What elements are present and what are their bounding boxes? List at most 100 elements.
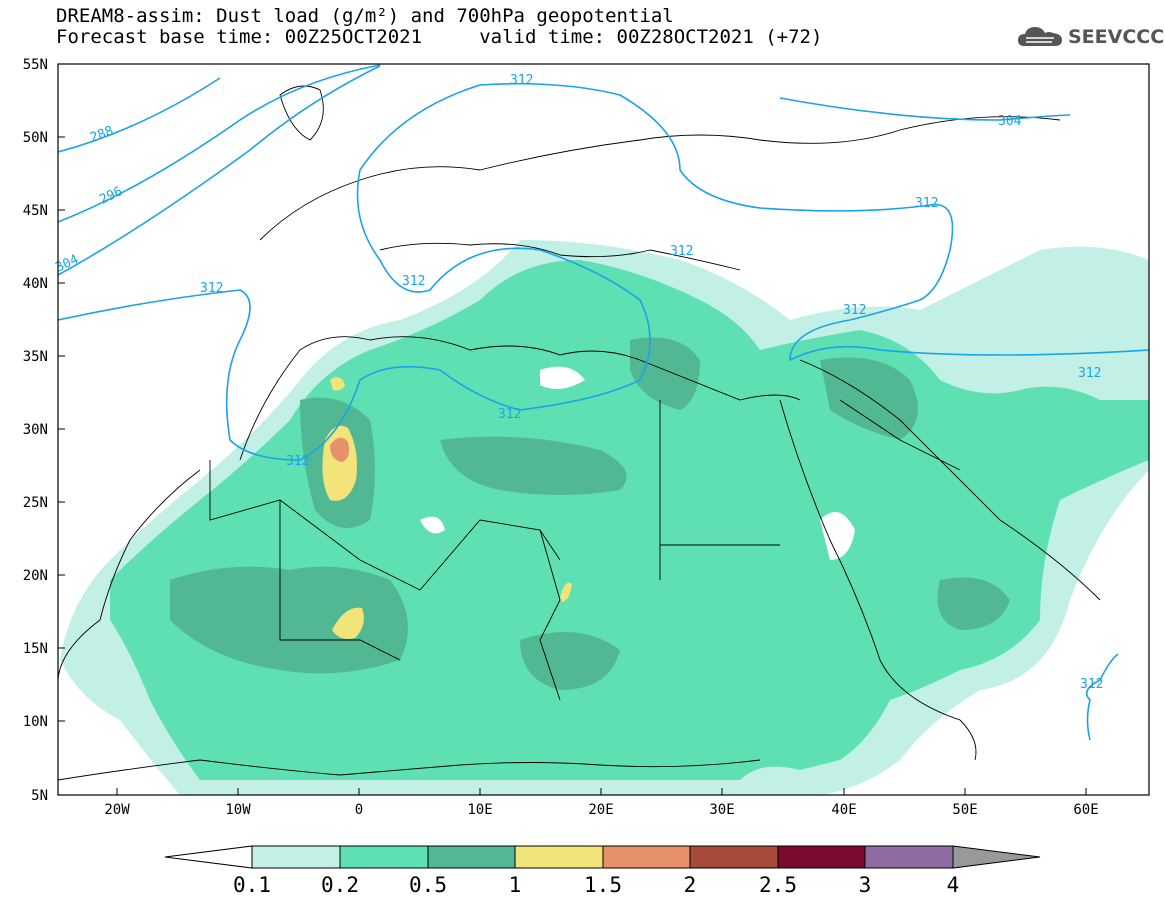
contour-label: 312	[402, 274, 425, 289]
colorbar-bin-5	[602, 845, 691, 869]
dust-free-area	[540, 366, 585, 389]
lat-ticks	[58, 63, 65, 722]
lon-label: 0	[355, 802, 363, 818]
lat-label: 30N	[23, 422, 48, 438]
contour-label: 312	[1078, 366, 1101, 381]
title-line-1: DREAM8-assim: Dust load (g/m²) and 700hP…	[56, 5, 674, 27]
contour-296	[58, 64, 381, 223]
coastline-path	[799, 359, 1101, 601]
colorbar-tick: 4	[947, 873, 960, 897]
contour-label: 296	[97, 184, 125, 208]
lat-label: 50N	[23, 130, 48, 146]
colorbar-tick: 1	[509, 873, 522, 897]
contour-label: 312	[670, 244, 693, 259]
colorbar-tick: 0.5	[409, 873, 447, 897]
border-path	[539, 529, 561, 701]
seevccc-logo: SEEVCCC	[1016, 24, 1164, 50]
colorbar-bin-1	[251, 845, 341, 869]
geopotential-contours	[58, 64, 1149, 741]
dust-level-0.5	[170, 566, 408, 674]
logo-text: SEEVCCC	[1068, 26, 1165, 48]
lon-label: 60E	[1073, 802, 1098, 818]
colorbar-bin-7	[777, 845, 866, 869]
contour-labels: 288 296 304 312 312 312 312 312 312 312 …	[53, 73, 1103, 692]
dust-level-0.5	[820, 357, 918, 440]
border-path	[279, 499, 561, 591]
colorbar-left-arrow	[164, 845, 253, 869]
dust-field	[60, 240, 1149, 795]
colorbar-ticks: 0.1 0.2 0.5 1 1.5 2 2.5 3 4	[233, 873, 959, 897]
lon-ticks	[116, 788, 1087, 795]
lat-label: 25N	[23, 495, 48, 511]
lon-label: 40E	[831, 802, 856, 818]
lat-labels: 55N 50N 45N 40N 35N 30N 25N 20N 15N 10N …	[23, 57, 48, 804]
dust-level-1	[330, 376, 345, 391]
lon-label: 20W	[104, 802, 130, 818]
lat-label: 35N	[23, 349, 48, 365]
dust-free-area	[820, 512, 855, 560]
colorbar-bin-4	[514, 845, 604, 869]
colorbar-right-arrow	[952, 845, 1041, 869]
coastline-path	[239, 336, 801, 461]
contour-312-south	[1085, 653, 1119, 741]
lat-label: 55N	[23, 57, 48, 73]
border-path	[839, 399, 961, 471]
colorbar-tick: 0.1	[233, 873, 271, 897]
colorbar-bin-2	[339, 845, 429, 869]
lat-label: 10N	[23, 714, 48, 730]
lat-label: 20N	[23, 568, 48, 584]
colorbar	[164, 845, 1041, 869]
lat-label: 15N	[23, 641, 48, 657]
dust-level-1	[560, 582, 572, 602]
lon-label: 10W	[225, 802, 251, 818]
colorbar-tick: 2.5	[759, 873, 797, 897]
coastlines	[58, 85, 1101, 781]
contour-label: 312	[843, 303, 866, 318]
lon-label: 50E	[952, 802, 977, 818]
coastline-path	[58, 759, 761, 781]
border-path	[209, 460, 401, 661]
coastline-path	[58, 469, 201, 681]
colorbar-tick: 3	[859, 873, 872, 897]
colorbar-tick: 2	[684, 873, 697, 897]
lat-label: 45N	[23, 203, 48, 219]
lon-label: 10E	[467, 802, 492, 818]
colorbar-bin-8	[864, 845, 954, 869]
lat-label: 40N	[23, 276, 48, 292]
lon-label: 20E	[588, 802, 613, 818]
dust-level-0.5	[520, 632, 620, 690]
dust-level-1	[322, 425, 357, 501]
lat-label: 5N	[31, 788, 48, 804]
coastline-path	[279, 85, 324, 141]
dust-level-1	[332, 607, 364, 639]
contour-label: 312	[200, 281, 223, 296]
lon-labels: 20W 10W 0 10E 20E 30E 40E 50E 60E	[104, 802, 1098, 818]
contour-label: 312	[498, 407, 521, 422]
contour-304	[58, 65, 381, 276]
coastline-path	[379, 242, 741, 271]
contour-label: 288	[88, 124, 115, 146]
contour-label: 312	[1080, 677, 1103, 692]
dust-free-area	[420, 516, 445, 534]
dust-level-0.5	[440, 436, 627, 495]
colorbar-bin-6	[689, 845, 779, 869]
contour-label: 312	[510, 73, 533, 88]
cloud-icon	[1018, 27, 1062, 46]
title-line-2: Forecast base time: 00Z25OCT2021 valid t…	[56, 26, 823, 48]
colorbar-bin-3	[427, 845, 516, 869]
dust-level-1.5	[330, 437, 350, 462]
lon-label: 30E	[709, 802, 734, 818]
colorbar-tick: 1.5	[584, 873, 622, 897]
contour-312-west	[58, 82, 1149, 461]
dust-level-0.5	[630, 337, 700, 410]
contour-304-east	[779, 97, 1071, 121]
contour-label: 312	[286, 454, 309, 469]
contour-label: 304	[998, 114, 1022, 129]
contour-288	[58, 77, 221, 153]
dust-level-0.5	[937, 577, 1010, 630]
colorbar-tick: 0.2	[321, 873, 359, 897]
map-title: DREAM8-assim: Dust load (g/m²) and 700hP…	[56, 6, 822, 48]
contour-label: 312	[915, 196, 938, 211]
border-path	[659, 400, 780, 580]
